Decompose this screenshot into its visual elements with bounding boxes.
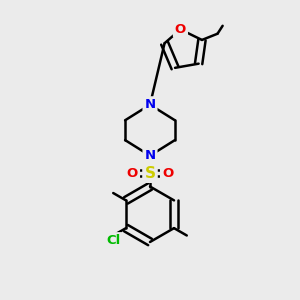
Text: N: N (144, 149, 156, 162)
Text: O: O (175, 23, 186, 36)
Text: Cl: Cl (106, 234, 120, 247)
Text: N: N (144, 98, 156, 111)
Text: O: O (162, 167, 173, 180)
Text: S: S (145, 166, 155, 181)
Text: O: O (127, 167, 138, 180)
